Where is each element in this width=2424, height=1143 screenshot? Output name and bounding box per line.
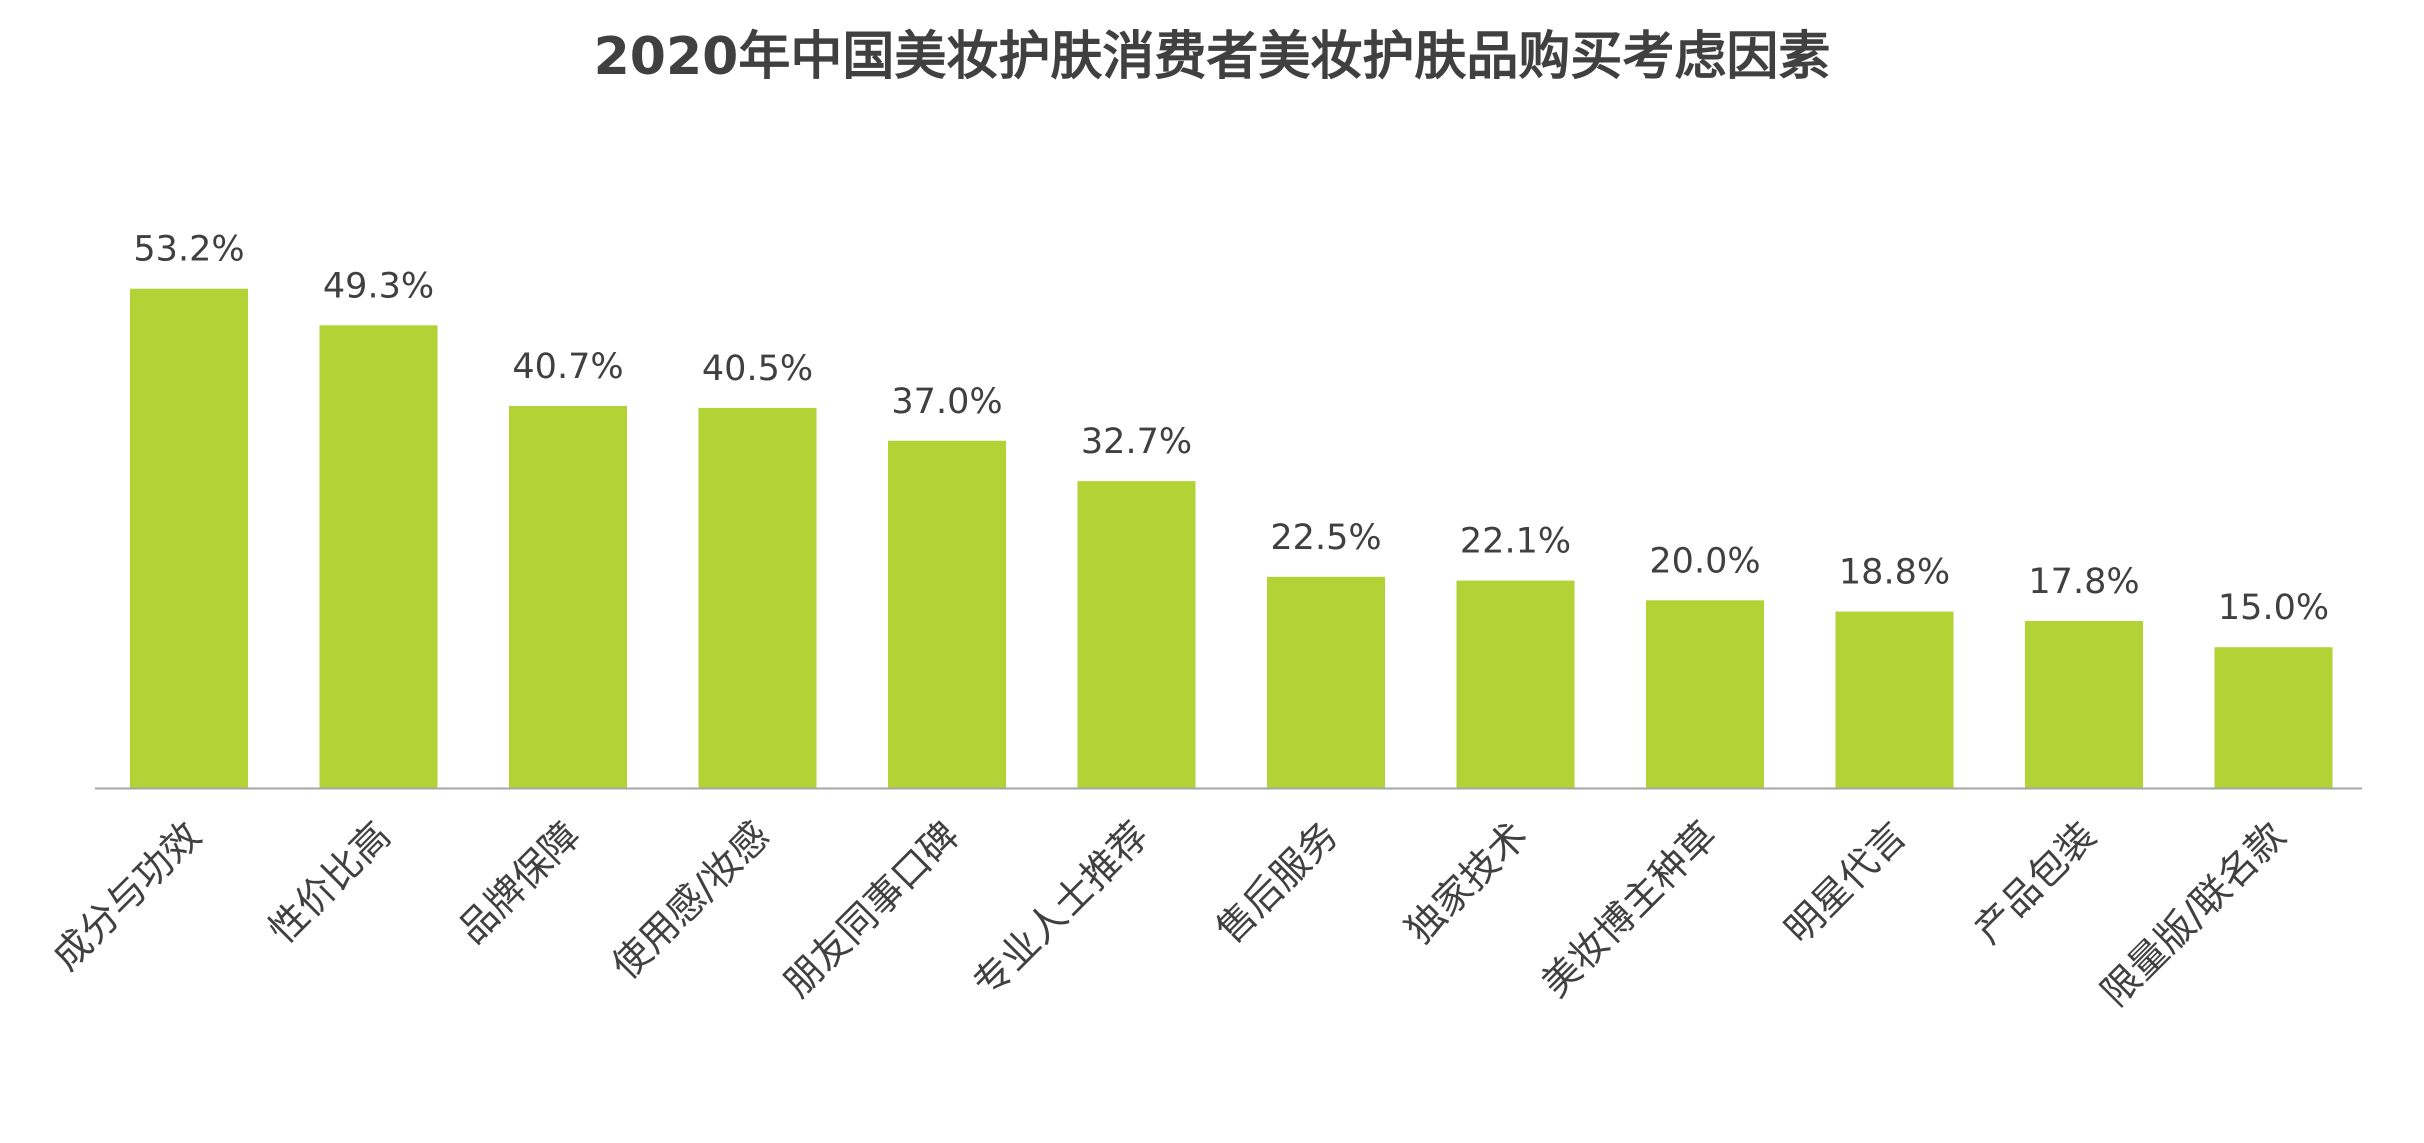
value-labels-layer: 53.2% 49.3% 40.7% 40.5% 37.0% 32.7% 22.5% 22.1%… xyxy=(133,230,2329,629)
bar xyxy=(1267,576,1385,788)
bar-value-label: 40.5% xyxy=(702,349,813,389)
bar xyxy=(698,407,817,788)
bar-value-label: 22.1% xyxy=(1460,522,1571,562)
bar-value-label: 20.0% xyxy=(1649,541,1760,581)
bar xyxy=(319,325,438,788)
bar-value-label: 15.0% xyxy=(2218,588,2329,628)
bar-value-label: 40.7% xyxy=(512,347,623,387)
bar xyxy=(2214,647,2333,788)
category-tick-label: 性价比高 xyxy=(260,813,399,952)
category-tick-label: 美妆博主种草 xyxy=(1533,813,1725,1005)
bar-value-label: 37.0% xyxy=(891,382,1002,422)
bar xyxy=(1077,481,1196,788)
category-tick-label: 品牌保障 xyxy=(450,813,589,952)
category-tick-label: 产品包装 xyxy=(1966,813,2105,952)
bar xyxy=(888,440,1006,788)
category-tick-label: 专业人士推荐 xyxy=(965,813,1157,1005)
bar-value-label: 53.2% xyxy=(133,230,244,270)
category-tick-label: 明星代言 xyxy=(1776,813,1915,952)
bar xyxy=(1835,611,1954,788)
category-tick-label: 售后服务 xyxy=(1208,813,1347,952)
chart-title: 2020年中国美妆护肤消费者美妆护肤品购买考虑因素 xyxy=(593,27,1831,87)
bar xyxy=(1646,600,1764,788)
bar-value-label: 22.5% xyxy=(1270,518,1381,558)
bar-value-label: 49.3% xyxy=(323,266,434,306)
bar xyxy=(130,288,248,788)
bar xyxy=(1456,580,1575,788)
category-tick-label: 使用感/妆感 xyxy=(603,813,778,988)
bar-value-label: 17.8% xyxy=(2028,562,2139,602)
bar xyxy=(2025,620,2143,788)
bar-value-label: 32.7% xyxy=(1081,422,1192,462)
bar-value-label: 18.8% xyxy=(1839,553,1950,593)
category-tick-label: 成分与功效 xyxy=(44,813,209,978)
bars-layer xyxy=(130,288,2333,788)
bar xyxy=(509,406,627,788)
category-tick-label: 独家技术 xyxy=(1397,813,1536,952)
category-tick-label: 朋友同事口碑 xyxy=(775,813,967,1005)
category-tick-label: 限量版/联名款 xyxy=(2092,813,2293,1014)
